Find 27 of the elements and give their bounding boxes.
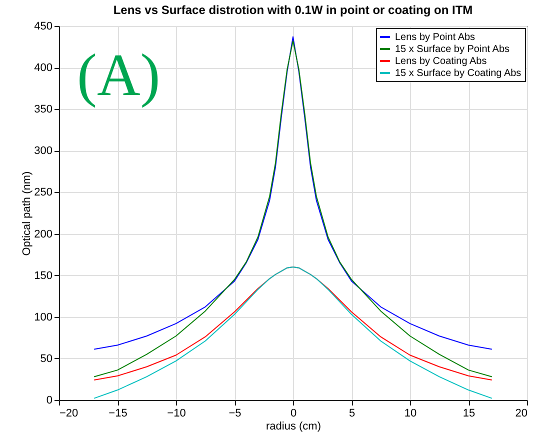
chart-title: Lens vs Surface distrotion with 0.1W in point or coating on ITM xyxy=(113,3,473,17)
x-axis-title: radius (cm) xyxy=(266,420,322,432)
legend-label: 15 x Surface by Coating Abs xyxy=(395,68,522,79)
x-tick-label: 20 xyxy=(515,408,528,420)
y-tick-label: 100 xyxy=(34,311,52,324)
x-tick-label: 15 xyxy=(462,408,476,420)
x-tick-label: −15 xyxy=(108,408,128,420)
y-tick-label: 150 xyxy=(34,270,52,282)
x-tick-label: 5 xyxy=(348,408,356,420)
y-tick-label: 200 xyxy=(34,228,52,240)
x-tick-label: −10 xyxy=(167,408,186,420)
y-tick-label: 250 xyxy=(34,186,52,199)
annotation: (A) xyxy=(77,42,160,108)
y-tick-label: 0 xyxy=(46,394,52,406)
legend-label: Lens by Coating Abs xyxy=(395,56,487,67)
y-tick-label: 50 xyxy=(40,352,52,365)
x-tick-label: 0 xyxy=(290,408,297,420)
x-tick-label: −5 xyxy=(228,408,242,420)
y-tick-label: 450 xyxy=(34,20,52,32)
legend-label: 15 x Surface by Point Abs xyxy=(395,44,510,55)
y-tick-label: 400 xyxy=(34,62,52,74)
x-tick-label: −20 xyxy=(60,408,78,420)
y-axis-title: Optical path (nm) xyxy=(21,171,34,256)
legend-label: Lens by Point Abs xyxy=(395,32,476,43)
y-tick-label: 300 xyxy=(34,145,52,158)
x-tick-label: 10 xyxy=(404,408,417,420)
y-tick-label: 350 xyxy=(34,104,52,116)
